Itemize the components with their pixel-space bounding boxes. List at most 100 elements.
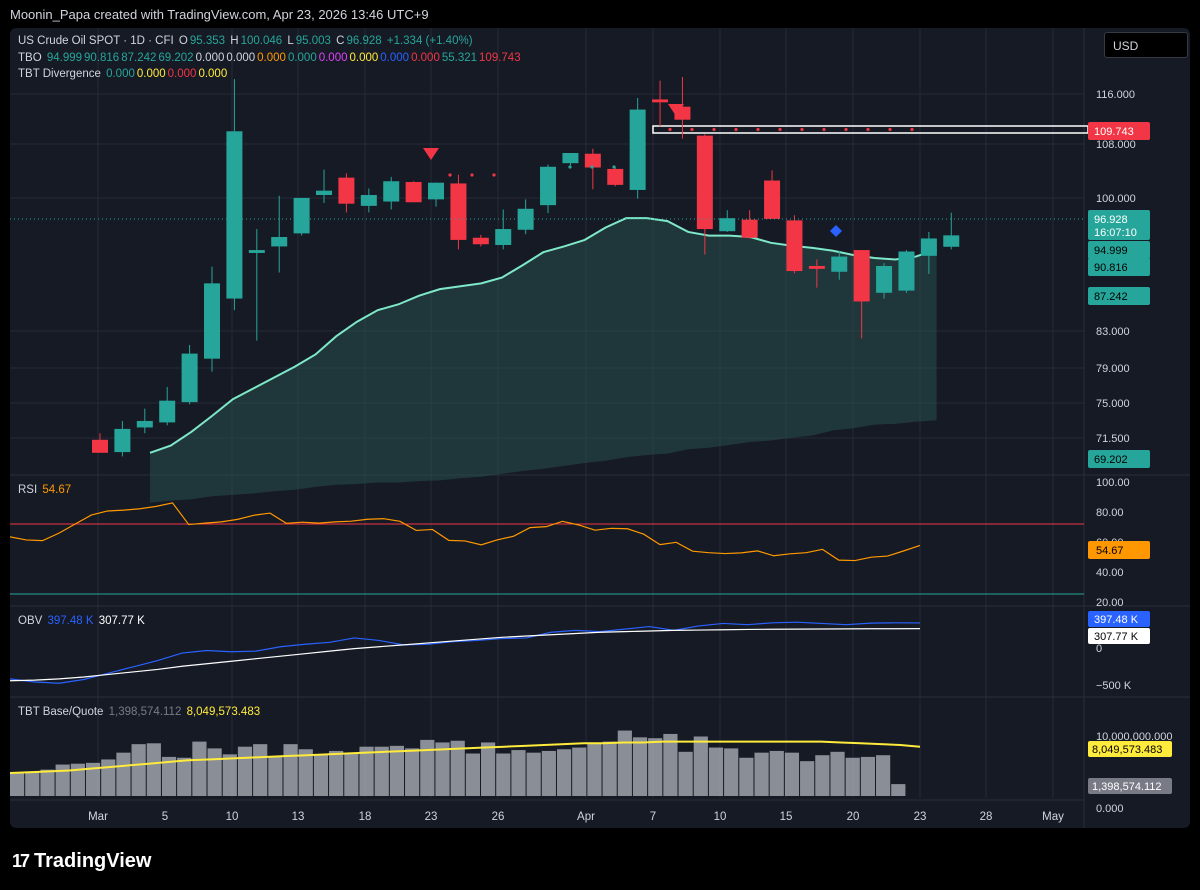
candle-body-11 <box>338 177 355 204</box>
price-tick-3: 83.000 <box>1096 326 1130 338</box>
candle-body-2 <box>136 420 153 428</box>
candle-body-29 <box>741 219 758 238</box>
divergence-value-3: 0.000 <box>198 68 228 80</box>
base-quote-bar-29 <box>450 740 465 796</box>
price-label-0: 109.743 <box>1094 126 1134 138</box>
legend-l-label: L <box>287 35 294 47</box>
resistance-dot-4 <box>756 127 760 132</box>
obv-ma-value: 307.77 K <box>98 615 145 627</box>
rsi-tick-0: 100.00 <box>1096 477 1130 489</box>
chart-canvas[interactable]: 116.000108.000100.00083.00079.00075.0007… <box>10 28 1190 828</box>
base-quote-bar-10 <box>161 756 177 796</box>
base-quote-ma-bg <box>1088 741 1172 757</box>
tradingview-brand: TradingView <box>34 850 152 872</box>
rsi-value-label-bg <box>1088 541 1150 559</box>
base-quote-value-bg <box>1088 778 1172 794</box>
candle-body-31 <box>786 220 803 272</box>
tbo-value-6: 0.000 <box>257 52 286 64</box>
base-quote-bar-49 <box>754 752 769 796</box>
legend-o: 95.353 <box>189 35 226 47</box>
tbo-legend: TBO 94.999 90.816 87.242 69.202 0.000 0.000 0.… <box>18 52 523 64</box>
resistance-dot-5 <box>778 127 782 132</box>
candle-body-6 <box>226 131 243 299</box>
base-quote-bar-43 <box>663 733 678 796</box>
base-quote-bar-30 <box>465 753 480 796</box>
obv-value: 397.48 K <box>47 615 94 627</box>
legend-c: 96.928 <box>346 35 382 47</box>
resistance-box <box>652 125 1089 134</box>
price-label-bg-2 <box>1088 241 1150 259</box>
base-quote-bar-22 <box>344 753 359 796</box>
obv-ma-label: 307.77 K <box>1094 631 1139 643</box>
base-quote-bar-23 <box>359 746 374 796</box>
base-quote-bar-20 <box>313 754 329 796</box>
base-quote-bar-25 <box>389 745 405 796</box>
divergence-label: TBT Divergence <box>18 68 101 80</box>
base-quote-bar-42 <box>648 738 663 796</box>
tbo-value-3: 69.202 <box>158 52 194 64</box>
candle-body-27 <box>696 135 713 230</box>
base-quote-ma-line <box>10 740 921 775</box>
base-quote-bar-33 <box>511 750 526 796</box>
candle-body-20 <box>540 166 557 206</box>
base-quote-bar-1 <box>25 771 40 796</box>
tradingview-logo: 17 TradingView <box>12 850 151 873</box>
obv-ma-bg <box>1088 628 1150 644</box>
x-tick-3: 13 <box>292 811 305 823</box>
divergence-legend: TBT Divergence 0.000 0.000 0.000 0.000 <box>18 68 229 80</box>
divergence-value-2: 0.000 <box>167 68 197 80</box>
candle-body-0 <box>92 439 108 453</box>
base-quote-ma-label: 8,049,573.483 <box>1092 744 1162 756</box>
sell-signal-2 <box>668 104 684 116</box>
x-tick-5: 23 <box>425 811 438 823</box>
obv-ma-line <box>10 628 921 682</box>
base-quote-bar-2 <box>40 769 55 796</box>
x-tick-14: May <box>1042 811 1064 823</box>
legend-h: 100.046 <box>240 35 283 47</box>
base-quote-bar-28 <box>435 742 450 796</box>
resistance-dot-6 <box>800 127 804 132</box>
sell-signal-1 <box>423 148 439 160</box>
red-dot-0 <box>448 173 452 177</box>
candle-body-24 <box>629 109 646 190</box>
candle-body-32 <box>808 265 825 269</box>
price-tick-1: 108.000 <box>1096 139 1136 151</box>
resistance-dot-1 <box>690 127 694 132</box>
base-quote-bar-52 <box>800 761 815 796</box>
tbo-value-12: 55.321 <box>441 52 478 64</box>
base-quote-bar-53 <box>815 755 830 796</box>
candle-body-37 <box>920 238 937 256</box>
base-quote-bar-24 <box>374 746 389 796</box>
base-quote-bar-32 <box>496 753 511 796</box>
base-quote-label: TBT Base/Quote <box>18 706 104 718</box>
x-tick-7: Apr <box>577 811 595 823</box>
candle-body-3 <box>159 400 176 423</box>
candle-body-1 <box>114 428 131 453</box>
obv-tick-1: 0 <box>1096 643 1102 655</box>
header-title: Moonin_Papa created with TradingView.com… <box>10 7 429 22</box>
tbo-value-5: 0.000 <box>226 52 256 64</box>
base-quote-bar-31 <box>480 742 496 796</box>
rsi-label: RSI <box>18 484 38 496</box>
base-quote-bar-9 <box>146 743 161 796</box>
resistance-dot-8 <box>844 127 848 132</box>
resistance-dot-2 <box>712 127 716 132</box>
green-dot-1 <box>590 165 594 169</box>
obv-value-bg <box>1088 611 1150 627</box>
base-quote-bar-55 <box>845 757 860 796</box>
price-label-bg-1 <box>1088 210 1150 240</box>
tbo-value-13: 109.743 <box>479 52 521 64</box>
currency-selector[interactable]: USD <box>1104 32 1188 58</box>
candle-body-7 <box>248 250 265 253</box>
base-quote-bar-35 <box>541 750 556 796</box>
base-quote-ma-value: 8,049,573.483 <box>186 706 261 718</box>
base-quote-bar-47 <box>724 748 739 796</box>
tbo-cloud <box>150 218 937 503</box>
chart-area[interactable]: 116.000 108.000 100.000 83.000 79.000 75.000 7… <box>10 28 1190 828</box>
price-label-bg-3 <box>1088 258 1150 276</box>
x-tick-9: 10 <box>714 811 727 823</box>
price-tick-6: 71.500 <box>1096 433 1130 445</box>
price-label-4: 87.242 <box>1094 291 1128 303</box>
tbo-value-9: 0.000 <box>349 52 379 64</box>
rsi-tick-3: 40.00 <box>1096 567 1124 579</box>
